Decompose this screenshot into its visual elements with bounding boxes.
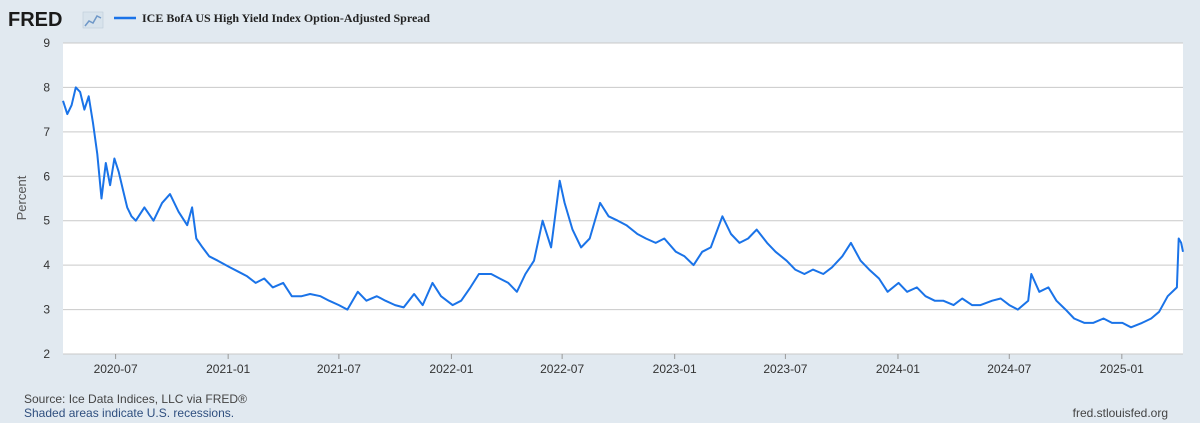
y-tick-label: 9: [43, 36, 50, 50]
y-tick-label: 4: [43, 258, 50, 272]
footer-site-link[interactable]: fred.stlouisfed.org: [1072, 406, 1168, 420]
y-axis-ticks: 2 3 4 5 6 7 8 9: [43, 36, 50, 361]
footer-source: Source: Ice Data Indices, LLC via FRED®: [24, 392, 247, 406]
x-tick-label: 2024-07: [987, 362, 1031, 376]
series-line: [62, 86, 1184, 329]
fred-logo[interactable]: FRED: [8, 9, 62, 31]
x-tick-label: 2025-01: [1100, 362, 1144, 376]
y-tick-label: 7: [43, 125, 50, 139]
fred-logo-graph-icon: [82, 11, 104, 29]
x-tick-label: 2023-01: [653, 362, 697, 376]
y-tick-label: 2: [43, 347, 50, 361]
plot-area: [63, 43, 1183, 354]
x-tick-label: 2022-07: [540, 362, 584, 376]
x-axis-ticks: 2020-07 2021-01 2021-07 2022-01 2022-07 2023-…: [94, 354, 1144, 376]
x-tick-label: 2020-07: [94, 362, 138, 376]
y-tick-label: 5: [43, 214, 50, 228]
x-tick-label: 2023-07: [763, 362, 807, 376]
y-tick-label: 8: [43, 80, 50, 94]
legend-label: ICE BofA US High Yield Index Option-Adju…: [142, 11, 430, 25]
y-axis-label: Percent: [14, 175, 29, 220]
y-tick-label: 3: [43, 303, 50, 317]
x-tick-label: 2021-07: [317, 362, 361, 376]
y-tick-label: 6: [43, 169, 50, 183]
x-tick-label: 2024-01: [876, 362, 920, 376]
x-tick-label: 2021-01: [206, 362, 250, 376]
x-tick-label: 2022-01: [429, 362, 473, 376]
gridlines: [63, 42, 1183, 355]
footer-shaded-note: Shaded areas indicate U.S. recessions.: [24, 406, 235, 420]
